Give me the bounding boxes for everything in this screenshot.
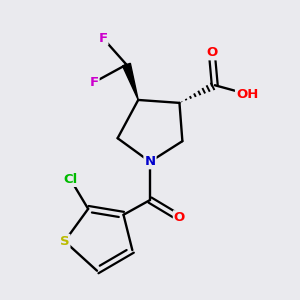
Text: S: S [60,235,69,248]
Text: N: N [144,155,156,168]
Text: O: O [174,211,185,224]
Text: F: F [98,32,107,45]
Text: OH: OH [236,88,258,100]
Polygon shape [122,63,138,100]
Text: O: O [206,46,218,59]
Text: F: F [89,76,99,89]
Text: Cl: Cl [63,173,78,186]
